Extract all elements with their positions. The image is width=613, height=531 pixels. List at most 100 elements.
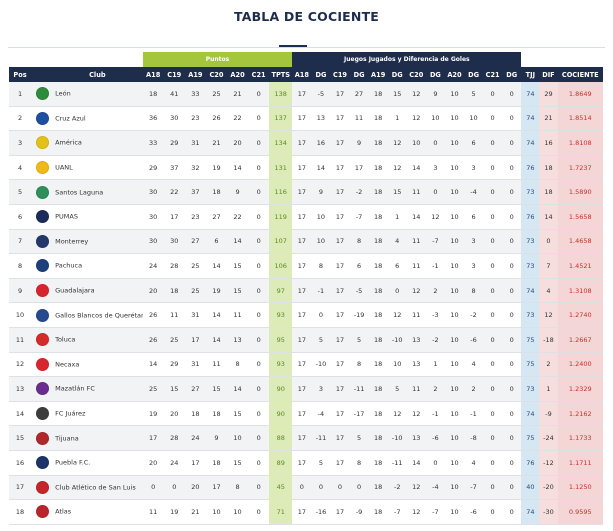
club-cell[interactable]: Atlas: [31, 499, 143, 525]
stat-cell: 15: [227, 278, 249, 304]
club-crest-icon: [36, 284, 50, 298]
club-cell[interactable]: Guadalajara: [31, 278, 143, 304]
stat-cell: 14: [142, 352, 164, 378]
stat-cell: 18: [205, 450, 227, 476]
club-cell[interactable]: Gallos Blancos de Querétaro: [31, 302, 143, 328]
column-header[interactable]: A18: [292, 67, 312, 82]
stat-cell: 15: [227, 253, 249, 279]
club-cell[interactable]: FC Juárez: [31, 401, 143, 427]
pos-cell: 12: [9, 352, 32, 378]
club-cell[interactable]: Club Atlético de San Luis: [31, 475, 143, 501]
column-header[interactable]: C20: [406, 67, 426, 82]
stat-cell: 0: [349, 475, 369, 501]
stat-cell: 14: [205, 327, 227, 353]
stat-cell: 17: [330, 499, 350, 525]
stat-cell: 20: [142, 278, 164, 304]
club-cell[interactable]: PUMAS: [31, 204, 143, 230]
stat-cell: -19: [349, 302, 369, 328]
column-header[interactable]: DG: [464, 67, 484, 82]
stat-cell: 0: [248, 278, 270, 304]
column-header[interactable]: DIF: [539, 67, 558, 82]
stat-cell: 18: [184, 401, 206, 427]
column-header[interactable]: Pos: [9, 67, 32, 82]
stat-cell: 1: [425, 352, 445, 378]
stat-cell: 24: [142, 253, 164, 279]
stat-cell: -7: [387, 499, 407, 525]
stat-cell: 25: [142, 376, 164, 402]
stat-cell: 0: [292, 475, 312, 501]
club-crest-icon: [36, 111, 50, 125]
stat-cell: 0: [502, 229, 522, 255]
stat-cell: 15: [227, 450, 249, 476]
stat-cell: -11: [311, 425, 331, 451]
club-cell[interactable]: Toluca: [31, 327, 143, 353]
club-cell[interactable]: Necaxa: [31, 352, 143, 378]
stat-cell: 0: [387, 278, 407, 304]
club-cell[interactable]: Cruz Azul: [31, 106, 143, 132]
column-header[interactable]: DG: [311, 67, 331, 82]
stat-cell: 0: [425, 450, 445, 476]
stat-cell: 0: [248, 499, 270, 525]
stat-cell: 14: [205, 253, 227, 279]
stat-cell: 19: [163, 499, 185, 525]
column-header[interactable]: TJJ: [521, 67, 540, 82]
stat-cell: 17: [330, 106, 350, 132]
tjj-cell: 74: [521, 401, 540, 427]
stat-cell: 0: [502, 204, 522, 230]
stat-cell: 17: [330, 229, 350, 255]
column-header[interactable]: C19: [163, 67, 185, 82]
club-cell[interactable]: UANL: [31, 155, 143, 181]
column-header[interactable]: A20: [227, 67, 249, 82]
column-header[interactable]: DG: [349, 67, 369, 82]
column-header[interactable]: C20: [205, 67, 227, 82]
stat-cell: 17: [292, 425, 312, 451]
column-header[interactable]: DG: [425, 67, 445, 82]
club-cell[interactable]: Pachuca: [31, 253, 143, 279]
stat-cell: 0: [483, 401, 503, 427]
stat-cell: 0: [502, 302, 522, 328]
stat-cell: -10: [387, 425, 407, 451]
column-header[interactable]: A19: [368, 67, 388, 82]
column-header[interactable]: COCIENTE: [557, 67, 603, 82]
stat-cell: 10: [311, 204, 331, 230]
club-cell[interactable]: Santos Laguna: [31, 179, 143, 205]
club-cell[interactable]: Tijuana: [31, 425, 143, 451]
club-cell[interactable]: Mazatlán FC: [31, 376, 143, 402]
cociente-cell: 1.1711: [557, 450, 603, 476]
stat-cell: 12: [425, 204, 445, 230]
stat-cell: 10: [444, 82, 464, 107]
stat-cell: 17: [330, 130, 350, 156]
stat-cell: 12: [406, 278, 426, 304]
column-header[interactable]: A19: [184, 67, 206, 82]
stat-cell: 18: [368, 499, 388, 525]
column-header[interactable]: A18: [142, 67, 164, 82]
header-divider: [8, 47, 605, 48]
column-header[interactable]: DG: [387, 67, 407, 82]
stat-cell: 10: [444, 278, 464, 304]
stat-cell: 5: [311, 450, 331, 476]
stat-cell: 10: [444, 475, 464, 501]
column-header[interactable]: C21: [483, 67, 503, 82]
club-cell[interactable]: América: [31, 130, 143, 156]
stat-cell: -9: [349, 499, 369, 525]
stat-cell: 15: [163, 376, 185, 402]
club-cell[interactable]: Puebla F.C.: [31, 450, 143, 476]
club-cell[interactable]: Monterrey: [31, 229, 143, 255]
club-cell[interactable]: León: [31, 82, 143, 107]
table-row: 17 Club Atlético de San Luis 0 0 20 17 8 0 45 0 0 0…: [9, 475, 603, 501]
column-header[interactable]: C21: [248, 67, 270, 82]
column-header[interactable]: A20: [444, 67, 464, 82]
stat-cell: 22: [227, 204, 249, 230]
column-header[interactable]: DG: [502, 67, 522, 82]
table-row: 15 Tijuana 17 28 24 9 10 0 88 17 -11 17 5 18 -10 13 -6 10…: [9, 425, 603, 451]
stat-cell: 0: [502, 253, 522, 279]
stat-cell: 29: [142, 155, 164, 181]
column-header[interactable]: C19: [330, 67, 350, 82]
stat-cell: 23: [184, 106, 206, 132]
stat-cell: -3: [425, 302, 445, 328]
stat-cell: 10: [444, 499, 464, 525]
column-header[interactable]: Club: [31, 67, 143, 82]
column-header[interactable]: TPTS: [269, 67, 293, 82]
stat-cell: 10: [444, 302, 464, 328]
stat-cell: 17: [292, 450, 312, 476]
